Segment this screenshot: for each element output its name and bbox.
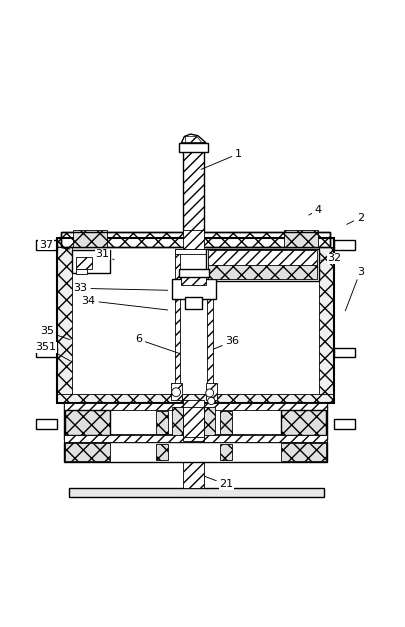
Bar <box>57 394 334 403</box>
Text: 37: 37 <box>39 240 70 250</box>
Bar <box>62 231 330 246</box>
Bar <box>183 229 204 249</box>
Text: 36: 36 <box>213 337 239 349</box>
Bar <box>334 348 355 357</box>
Bar <box>172 280 216 298</box>
Bar <box>156 444 168 460</box>
Bar <box>171 383 182 400</box>
Text: 2: 2 <box>347 213 364 224</box>
Bar <box>172 280 216 298</box>
Circle shape <box>172 387 181 397</box>
Bar <box>281 443 326 461</box>
Bar <box>36 348 57 357</box>
Text: 31: 31 <box>96 250 114 260</box>
Bar <box>36 419 57 429</box>
Bar <box>207 249 213 390</box>
Bar <box>175 249 213 253</box>
Bar <box>64 442 327 462</box>
Bar <box>64 403 327 440</box>
Text: 33: 33 <box>74 283 168 293</box>
Bar <box>156 411 168 434</box>
Bar <box>334 419 355 429</box>
Bar <box>183 406 204 437</box>
Bar <box>284 230 318 246</box>
Bar <box>206 383 217 400</box>
Text: 4: 4 <box>309 204 322 215</box>
Bar <box>179 143 208 152</box>
Bar <box>179 270 209 277</box>
Bar <box>76 269 87 274</box>
Bar <box>183 142 204 231</box>
Bar <box>319 238 334 403</box>
Bar <box>185 297 202 308</box>
Circle shape <box>208 398 215 404</box>
Bar <box>62 231 330 246</box>
Bar <box>220 411 232 434</box>
Bar <box>64 434 327 440</box>
Bar <box>206 249 319 281</box>
Text: 351: 351 <box>35 342 70 361</box>
Bar <box>172 408 215 436</box>
Text: 32: 32 <box>321 253 341 263</box>
Bar <box>334 240 355 250</box>
Bar <box>183 400 204 441</box>
Bar <box>64 403 327 410</box>
Bar <box>64 435 327 442</box>
Text: 1: 1 <box>201 149 242 169</box>
Bar <box>57 238 334 403</box>
Bar <box>281 410 326 435</box>
Bar <box>181 278 207 285</box>
Bar <box>72 250 110 273</box>
Bar <box>76 258 92 270</box>
Polygon shape <box>185 137 202 142</box>
Bar <box>175 249 180 390</box>
Bar <box>208 263 317 278</box>
Bar <box>185 297 202 308</box>
Circle shape <box>206 389 214 397</box>
Bar <box>179 270 209 277</box>
Bar <box>57 238 72 403</box>
Bar <box>220 444 232 460</box>
Bar <box>73 230 107 246</box>
Polygon shape <box>181 134 206 143</box>
Bar <box>66 443 110 461</box>
Bar <box>57 238 334 246</box>
Bar <box>66 410 110 435</box>
Text: 21: 21 <box>204 477 234 490</box>
Bar <box>183 431 204 488</box>
Text: 35: 35 <box>40 327 70 340</box>
Text: 34: 34 <box>81 296 168 310</box>
Bar <box>36 240 57 250</box>
Text: 6: 6 <box>135 334 179 354</box>
Text: 3: 3 <box>345 266 364 311</box>
Bar <box>69 488 324 497</box>
Bar <box>208 250 317 265</box>
